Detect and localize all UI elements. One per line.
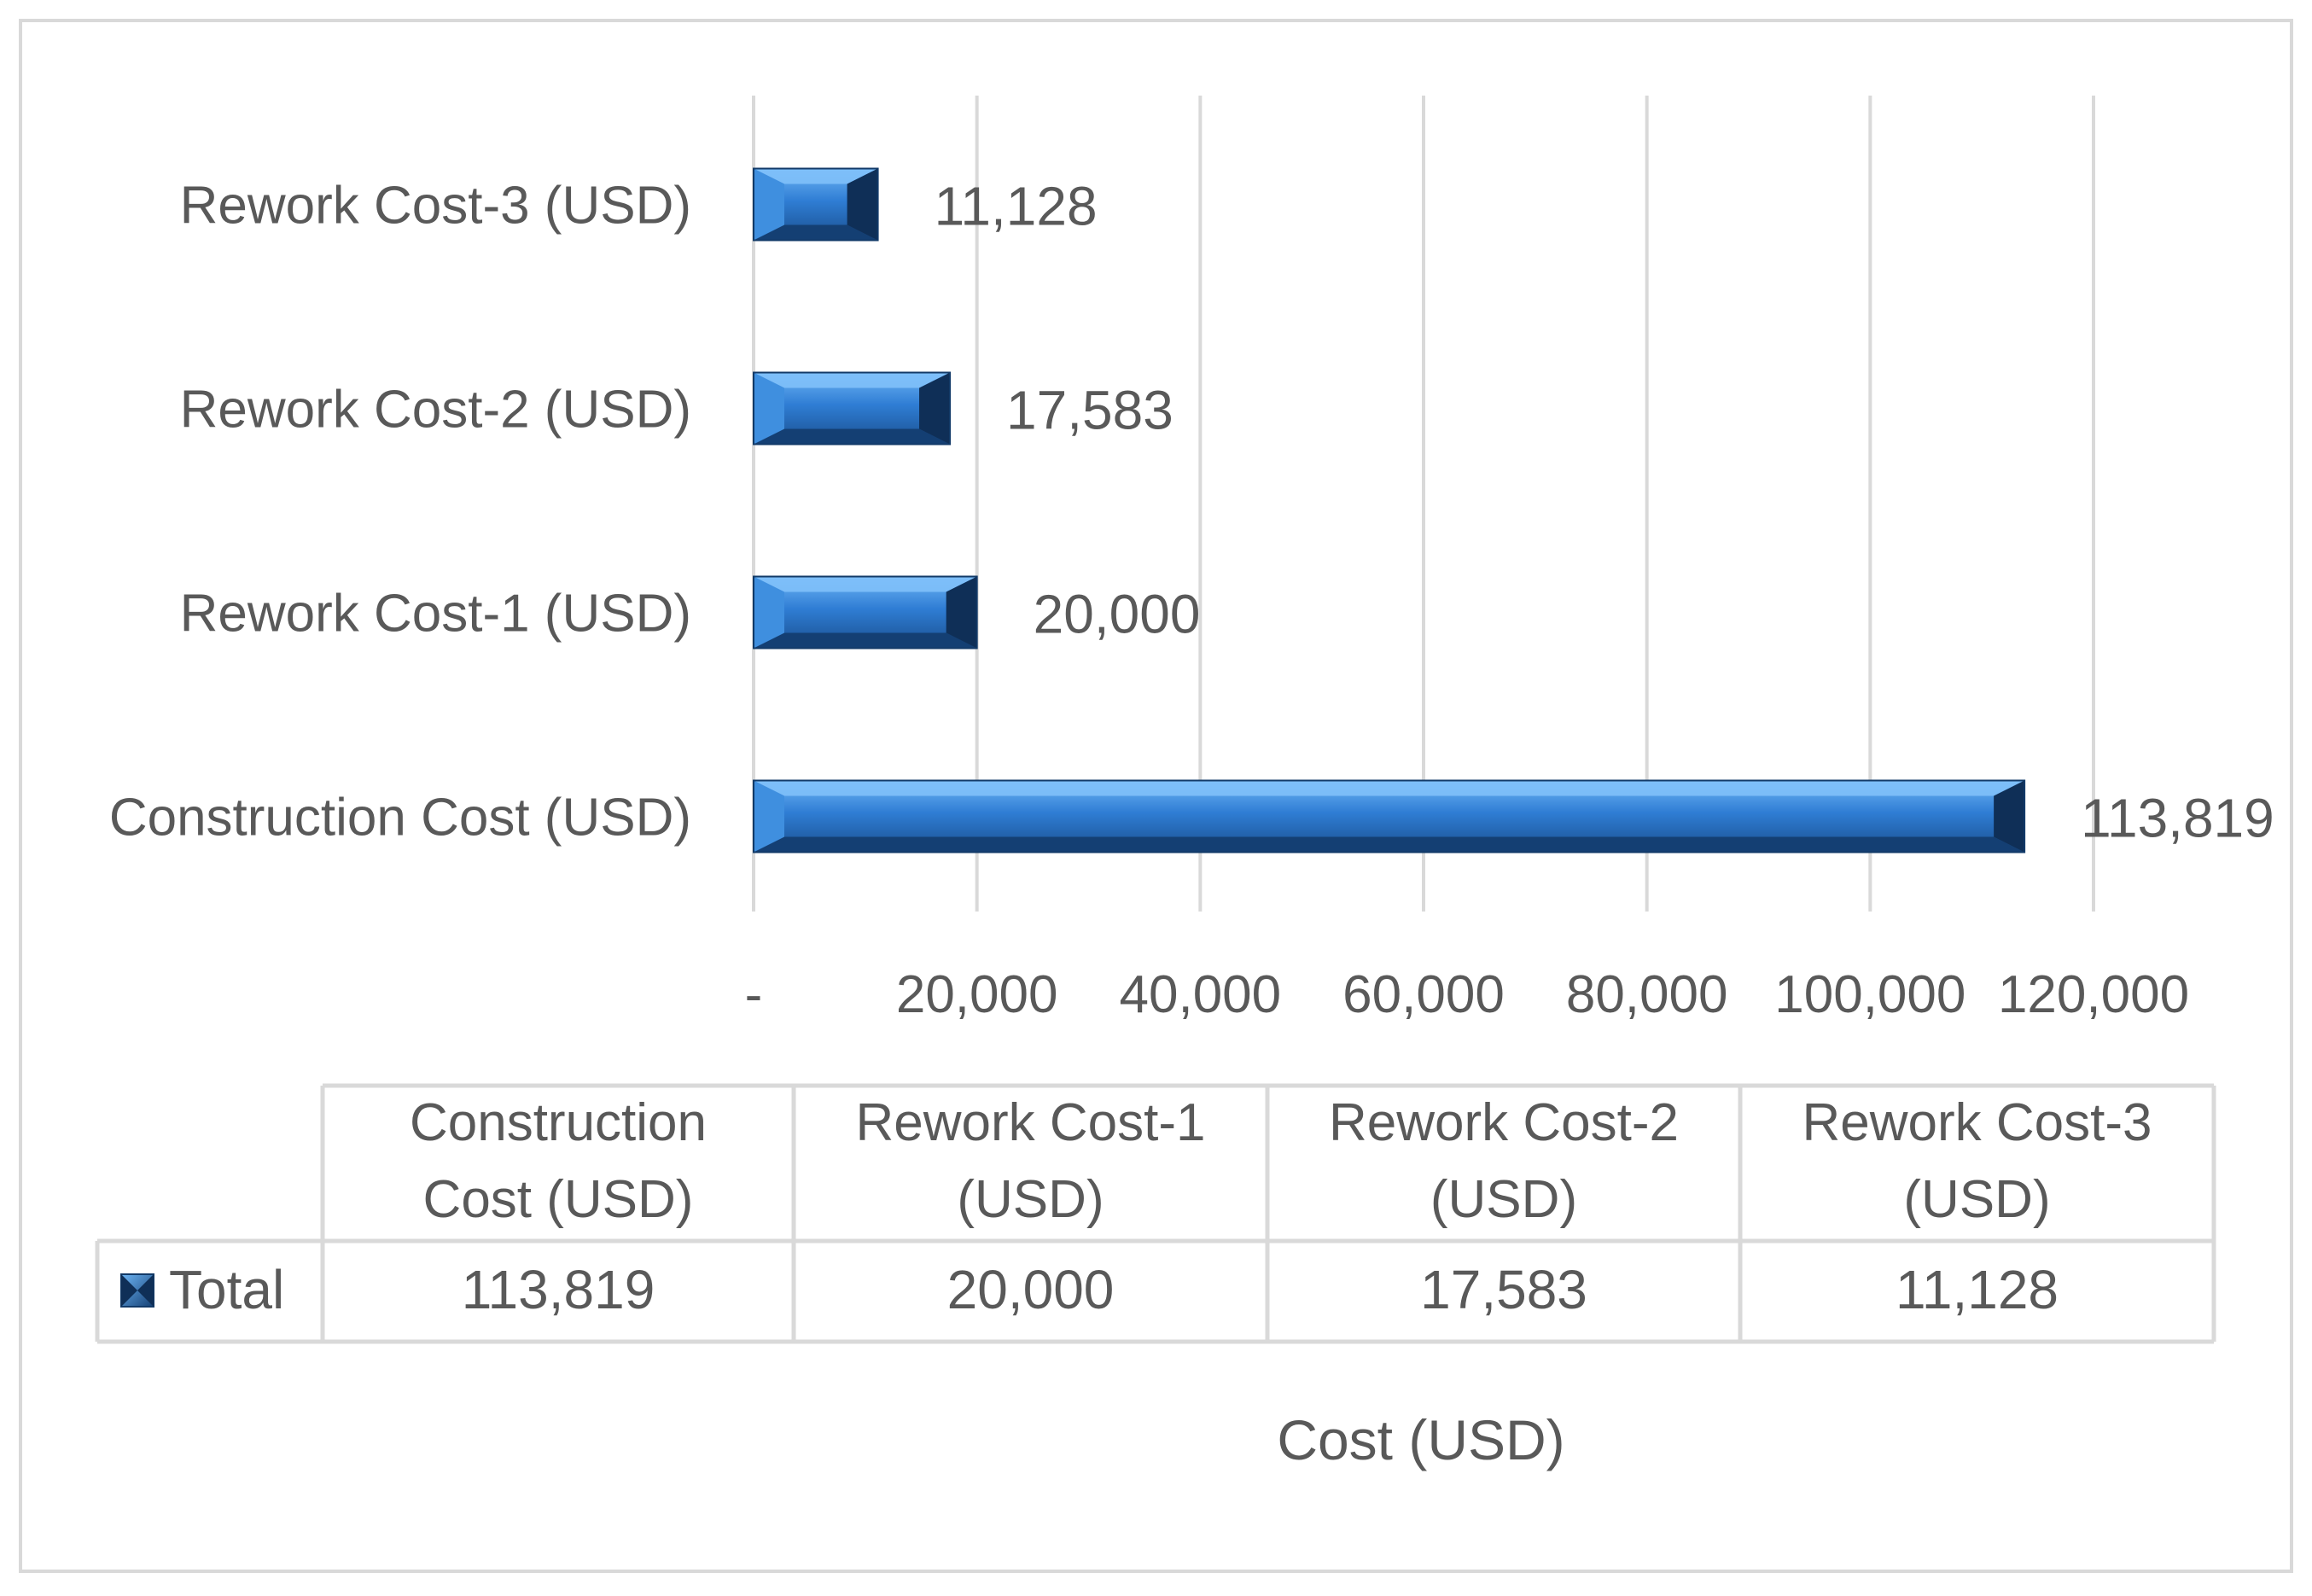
bar-bevel-right [1994, 780, 2025, 853]
bar-1 [753, 779, 2026, 853]
bar-bevel-left [754, 576, 784, 649]
bar-bevel-right [946, 576, 977, 649]
data-label-4: 11,128 [935, 176, 1098, 237]
x-tick-label-4: 80,000 [1566, 965, 1728, 1024]
x-tick-label-5: 100,000 [1774, 965, 1965, 1024]
data-label-2: 20,000 [1034, 584, 1201, 645]
bar-bevel-top [754, 576, 977, 592]
category-label-3: Rework Cost-2 (USD) [180, 381, 691, 440]
category-labels: Construction Cost (USD) Rework Cost-1 (US… [109, 177, 691, 848]
bar-bevel-right [847, 168, 878, 241]
legend-key-bevel-right [137, 1274, 154, 1307]
table-header-4-line-2: (USD) [1903, 1170, 2050, 1229]
table-header-2-line-1: Rework Cost-1 [856, 1093, 1206, 1152]
bar-bevel-top [754, 372, 951, 388]
category-label-1: Construction Cost (USD) [109, 789, 691, 848]
table-header-3-line-1: Rework Cost-2 [1329, 1093, 1679, 1152]
bar-outline [753, 779, 2026, 853]
x-axis-title: Cost (USD) [1277, 1408, 1564, 1471]
bar-bevel-left [754, 780, 784, 853]
table-header-4-line-1: Rework Cost-3 [1802, 1093, 2152, 1152]
table-header-1-line-1: Construction [410, 1093, 707, 1152]
bar-outline [753, 575, 978, 649]
bar-outline [753, 371, 952, 446]
bar-bevel-top [754, 780, 2025, 796]
x-tick-label-2: 40,000 [1120, 965, 1282, 1024]
bar-bevel-right [919, 372, 951, 445]
bar-bevel-left [754, 168, 784, 241]
data-label-3: 17,583 [1006, 380, 1173, 441]
bar-bevel-left [754, 372, 784, 445]
bars [753, 167, 2026, 853]
bar-outline [753, 167, 879, 242]
x-tick-label-6: 120,000 [1998, 965, 2189, 1024]
data-table: Construction Cost (USD) Rework Cost-1 (USD)… [95, 1083, 2216, 1344]
table-row-label: Total [169, 1259, 284, 1320]
bar-bevel-bottom [754, 836, 2025, 853]
table-header-2-line-2: (USD) [957, 1170, 1104, 1229]
table-header-1-line-2: Cost (USD) [423, 1170, 694, 1229]
table-header-3-line-2: (USD) [1430, 1170, 1577, 1229]
x-tick-labels: - 20,000 40,000 60,000 80,000 100,000 120,000 [745, 965, 2189, 1024]
table-value-4: 11,128 [1896, 1259, 2059, 1320]
data-labels: 113,819 20,000 17,583 11,128 [935, 176, 2274, 849]
bar-bevel-bottom [754, 224, 878, 241]
category-label-2: Rework Cost-1 (USD) [180, 585, 691, 644]
x-tick-label-0: - [745, 965, 763, 1024]
table-value-3: 17,583 [1420, 1259, 1587, 1320]
bar-2 [753, 575, 978, 649]
legend-key-bevel-left [121, 1274, 137, 1307]
bar-4 [753, 167, 879, 242]
x-tick-label-1: 20,000 [896, 965, 1058, 1024]
category-label-4: Rework Cost-3 (USD) [180, 177, 691, 236]
table-value-2: 20,000 [947, 1259, 1115, 1320]
bar-bevel-top [754, 168, 878, 184]
bar-3 [753, 371, 952, 446]
bar-bevel-bottom [754, 632, 977, 649]
table-value-1: 113,819 [462, 1259, 655, 1320]
bar-bevel-bottom [754, 428, 951, 445]
data-label-1: 113,819 [2081, 788, 2274, 849]
x-tick-label-3: 60,000 [1342, 965, 1505, 1024]
